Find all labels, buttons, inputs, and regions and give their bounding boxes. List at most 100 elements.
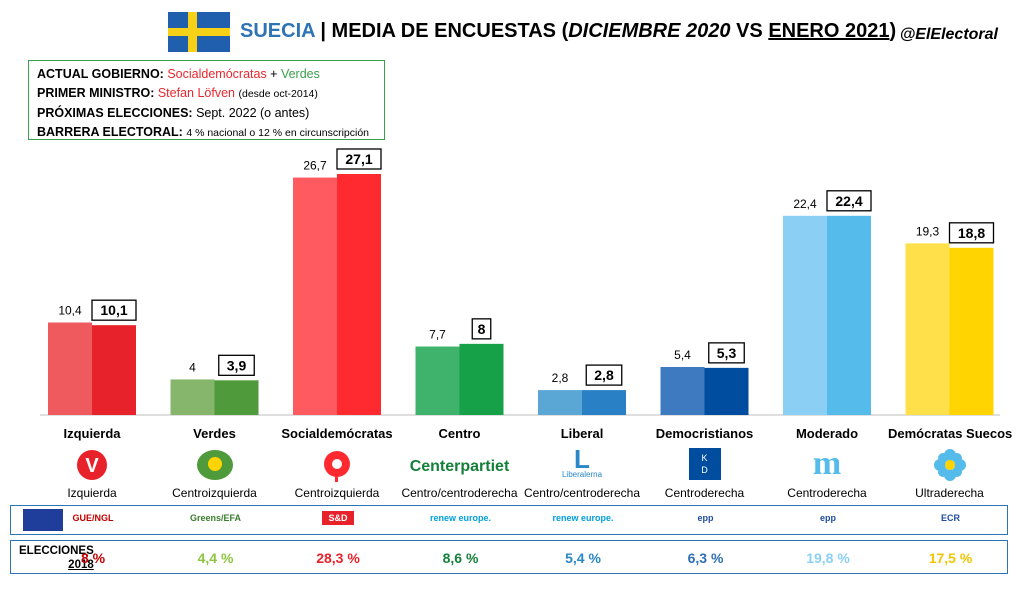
election-2018-value-3: 8,6 %: [442, 550, 479, 566]
data-label-curr-5: 5,3: [717, 345, 737, 361]
category-label-7: Demócratas Suecos: [888, 426, 1013, 441]
elections-2018-bar: ELECCIONES 2018 8 % 4,4 % 28,3 % 8,6 % 5,4 % 6…: [10, 540, 1008, 574]
info-government: ACTUAL GOBIERNO: Socialdemócratas + Verd…: [37, 67, 320, 81]
eu-group-logo-4: renew europe.: [552, 513, 614, 523]
bar-curr-7: [949, 247, 994, 415]
bar-prev-7: [905, 243, 950, 415]
page-title: SUECIA | MEDIA DE ENCUESTAS (DICIEMBRE 2…: [240, 20, 896, 43]
ideology-label-3: Centro/centroderecha: [401, 486, 518, 500]
eu-group-logo-1: Greens/EFA: [189, 513, 242, 523]
eu-flag-icon: [23, 509, 63, 531]
bar-curr-3: [459, 343, 504, 415]
data-label-box-curr-1: [218, 354, 255, 376]
left-party-v-icon: V: [31, 448, 154, 482]
category-label-1: Verdes: [193, 426, 236, 441]
data-label-box-curr-3: [471, 318, 492, 340]
bar-prev-0: [48, 322, 92, 415]
bar-prev-4: [538, 390, 582, 415]
info-box: ACTUAL GOBIERNO: Socialdemócratas + Verd…: [28, 60, 385, 140]
data-label-prev-4: 2,8: [552, 371, 569, 385]
category-label-6: Moderado: [795, 426, 859, 441]
bar-prev-2: [293, 177, 337, 415]
data-label-box-curr-6: [826, 190, 872, 212]
social-democrats-rose-icon: [276, 448, 399, 482]
data-label-curr-2: 27,1: [345, 151, 372, 167]
election-2018-value-1: 4,4 %: [197, 550, 234, 566]
sweden-democrats-flower-icon: [888, 448, 1011, 482]
title-separator: |: [314, 20, 332, 42]
data-label-box-curr-0: [91, 299, 137, 321]
sweden-flag-icon: [168, 12, 230, 52]
data-label-box-curr-4: [585, 364, 623, 386]
title-prev-period: DICIEMBRE 2020: [568, 20, 731, 42]
ideology-label-2: Centroizquierda: [294, 486, 380, 500]
election-2018-value-2: 28,3 %: [316, 550, 360, 566]
title-close: ): [889, 20, 897, 42]
bar-prev-5: [660, 366, 705, 415]
election-2018-value-5: 6,3 %: [687, 550, 724, 566]
election-2018-value-4: 5,4 %: [565, 550, 601, 566]
data-label-curr-7: 18,8: [958, 225, 985, 241]
ideology-label-7: Ultraderecha: [915, 486, 984, 500]
data-label-box-curr-7: [948, 222, 995, 244]
eu-group-logo-0: GUE/NGL: [72, 513, 114, 523]
moderates-m-icon: m: [812, 445, 842, 482]
ideology-label-0: Izquierda: [67, 486, 117, 500]
green-party-sunflower-icon: [153, 448, 276, 482]
eu-group-logo-6: epp: [819, 513, 836, 523]
category-label-3: Centro: [438, 426, 481, 441]
title-country: SUECIA: [240, 20, 315, 42]
bar-curr-5: [704, 367, 749, 415]
bar-prev-3: [415, 346, 460, 415]
category-label-2: Socialdemócratas: [281, 426, 393, 441]
ideology-label-6: Centroderecha: [787, 486, 867, 500]
data-label-prev-2: 26,7: [303, 159, 327, 173]
info-barrier: BARRERA ELECTORAL: 4 % nacional o 12 % e…: [37, 125, 370, 139]
bar-curr-0: [92, 325, 136, 415]
data-label-curr-4: 2,8: [594, 367, 614, 383]
data-label-prev-7: 19,3: [916, 224, 940, 238]
title-main: MEDIA DE ENCUESTAS (: [331, 20, 569, 42]
eu-group-logo-2: S&D: [277, 511, 400, 525]
bar-prev-1: [170, 379, 215, 415]
liberals-l-icon: L Liberalerna: [561, 444, 603, 479]
ideology-label-5: Centroderecha: [664, 486, 745, 500]
data-label-prev-1: 4: [189, 360, 196, 374]
data-label-prev-5: 5,4: [674, 348, 691, 362]
centre-party-clover-icon: Centerpartiet: [409, 458, 510, 475]
data-label-curr-3: 8: [478, 321, 486, 337]
bar-chart: 10,4 10,1 4 3,9 26,7 27,1 7,7 8 2,8 2,8 5,4 5,3 22,4…: [40, 148, 1000, 416]
data-label-curr-1: 3,9: [227, 357, 247, 373]
data-label-prev-0: 10,4: [58, 304, 82, 318]
title-vs: VS: [730, 20, 769, 42]
category-label-0: Izquierda: [63, 426, 121, 441]
data-label-box-curr-5: [708, 342, 745, 364]
eu-group-logo-5: epp: [697, 513, 714, 523]
bar-curr-1: [214, 380, 259, 415]
bar-prev-6: [783, 215, 827, 415]
category-label-5: Democristianos: [655, 426, 754, 441]
title-current-period: ENERO 2021: [768, 20, 890, 42]
bar-curr-6: [827, 215, 871, 415]
ideology-label-4: Centro/centroderecha: [523, 486, 641, 500]
eu-group-logo-7: ECR: [940, 513, 960, 523]
info-next-elections: PRÓXIMAS ELECCIONES: Sept. 2022 (o antes…: [37, 106, 310, 120]
election-2018-value-7: 17,5 %: [928, 550, 973, 566]
info-prime-minister: PRIMER MINISTRO: Stefan Löfven (desde oc…: [37, 86, 318, 100]
eu-groups-bar: GUE/NGL Greens/EFA S&D renew europe. renew e…: [10, 505, 1008, 535]
category-label-4: Liberal: [560, 426, 604, 441]
svg-text:V: V: [85, 455, 99, 477]
bar-curr-2: [337, 174, 381, 415]
data-label-box-curr-2: [336, 148, 382, 170]
elections-label: ELECCIONES 2018: [19, 545, 94, 571]
twitter-handle: @ElElectoral: [899, 26, 998, 43]
election-2018-value-6: 19,8 %: [806, 550, 850, 566]
bar-curr-4: [582, 390, 626, 415]
data-label-prev-6: 22,4: [793, 197, 817, 211]
election-2018-value-0: 8 %: [80, 550, 106, 566]
ideology-label-1: Centroizquierda: [172, 486, 257, 500]
data-label-prev-3: 7,7: [429, 328, 446, 342]
data-label-curr-6: 22,4: [835, 193, 862, 209]
data-label-curr-0: 10,1: [100, 302, 127, 318]
